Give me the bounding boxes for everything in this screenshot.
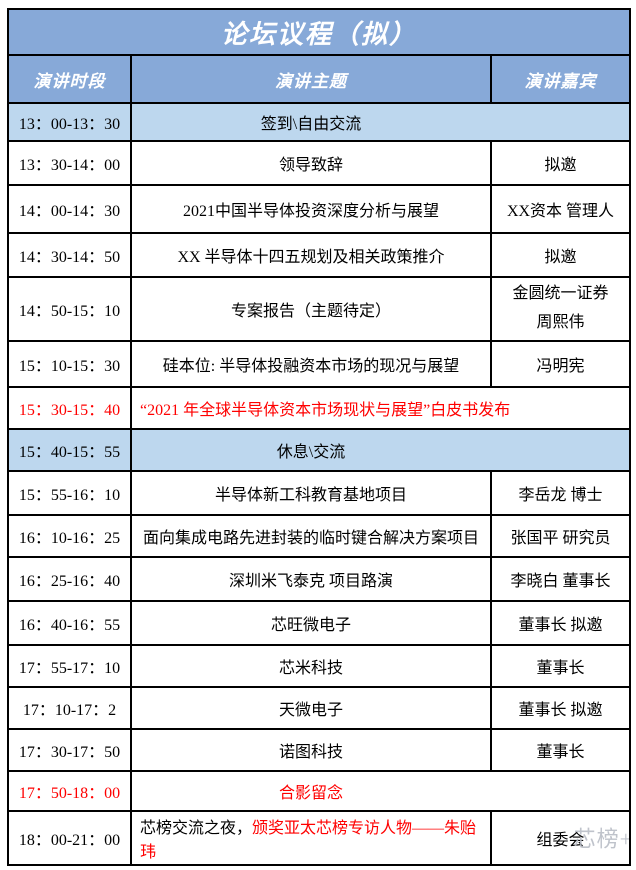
time-cell: 17：55-17：10 (7, 643, 132, 688)
topic-cell: 面向集成电路先进封装的临时键合解决方案项目 (130, 513, 492, 558)
time-cell: 15：55-16：10 (7, 469, 132, 516)
merged-topic-cell: 合影留念 (130, 769, 631, 812)
time-cell: 16：40-16：55 (7, 599, 132, 646)
table-row: 15：55-16：10 半导体新工科教育基地项目 李岳龙 博士 (7, 469, 631, 516)
guest-cell: 金圆统一证券 周熙伟 (490, 276, 631, 342)
topic-cell: XX 半导体十四五规划及相关政策推介 (130, 232, 492, 278)
topic-cell: 领导致辞 (130, 140, 492, 186)
time-cell: 15：40-15：55 (7, 427, 132, 472)
topic-cell: 深圳米飞泰克 项目路演 (130, 555, 492, 602)
merged-topic-cell: “2021 年全球半导体资本市场现状与展望”白皮书发布 (130, 385, 631, 430)
topic-cell: 芯旺微电子 (130, 599, 492, 646)
table-row: 16：40-16：55 芯旺微电子 董事长 拟邀 (7, 599, 631, 646)
time-cell: 14：00-14：30 (7, 184, 132, 234)
guest-cell: 拟邀 (490, 232, 631, 278)
time-cell: 13：30-14：00 (7, 140, 132, 186)
guest-line: 金圆统一证券 (512, 285, 609, 302)
topic-cell: 专案报告（主题待定） (130, 276, 492, 342)
table-row: 14：00-14：30 2021中国半导体投资深度分析与展望 XX资本 管理人 (7, 184, 631, 234)
topic-segment: 芯榜交流之夜， (140, 819, 253, 837)
time-cell: 16：25-16：40 (7, 555, 132, 602)
agenda-rows: 13：00-13：30 签到\自由交流 13：30-14：00 领导致辞 拟邀 14：00… (7, 102, 631, 866)
table-row: 13：00-13：30 签到\自由交流 (7, 102, 631, 142)
page-title: 论坛议程（拟） (7, 8, 631, 56)
topic-cell: 硅本位: 半导体投融资本市场的现况与展望 (130, 339, 492, 388)
time-cell: 17：30-17：50 (7, 727, 132, 772)
guest-cell: 董事长 (490, 727, 631, 772)
table-row: 15：30-15：40 “2021 年全球半导体资本市场现状与展望”白皮书发布 (7, 385, 631, 430)
column-header-row: 演讲时段 演讲主题 演讲嘉宾 (7, 54, 631, 104)
table-row: 15：10-15：30 硅本位: 半导体投融资本市场的现况与展望 冯明宪 (7, 339, 631, 388)
col-header-time: 演讲时段 (7, 54, 132, 104)
table-row: 14：50-15：10 专案报告（主题待定） 金圆统一证券 周熙伟 (7, 276, 631, 342)
guest-cell: 冯明宪 (490, 339, 631, 388)
guest-cell: 张国平 研究员 (490, 513, 631, 558)
time-cell: 14：30-14：50 (7, 232, 132, 278)
topic-cell: 半导体新工科教育基地项目 (130, 469, 492, 516)
table-row: 14：30-14：50 XX 半导体十四五规划及相关政策推介 拟邀 (7, 232, 631, 278)
topic-cell: 芯榜交流之夜，颁奖亚太芯榜专访人物——朱贻玮 (130, 809, 492, 866)
table-row: 18：00-21：00 芯榜交流之夜，颁奖亚太芯榜专访人物——朱贻玮 组委会 芯榜+ (7, 809, 631, 866)
table-row: 16：25-16：40 深圳米飞泰克 项目路演 李晓白 董事长 (7, 555, 631, 602)
watermark-xinbang: 芯榜+ (573, 825, 630, 851)
col-header-guest: 演讲嘉宾 (490, 54, 631, 104)
guest-cell: 拟邀 (490, 140, 631, 186)
guest-line: 周熙伟 (536, 313, 585, 331)
table-row: 17：55-17：10 芯米科技 董事长 (7, 643, 631, 688)
agenda-table: 论坛议程（拟） 演讲时段 演讲主题 演讲嘉宾 13：00-13：30 签到\自由交… (7, 8, 631, 866)
title-row: 论坛议程（拟） (7, 8, 631, 56)
time-cell: 16：10-16：25 (7, 513, 132, 558)
table-row: 13：30-14：00 领导致辞 拟邀 (7, 140, 631, 186)
topic-cell: 诺图科技 (130, 727, 492, 772)
guest-cell: 董事长 (490, 643, 631, 688)
table-row: 17：10-17：2 天微电子 董事长 拟邀 (7, 685, 631, 730)
table-row: 17：50-18：00 合影留念 (7, 769, 631, 812)
time-cell: 13：00-13：30 (7, 102, 132, 142)
table-row: 15：40-15：55 休息\交流 (7, 427, 631, 472)
time-cell: 17：10-17：2 (7, 685, 132, 730)
guest-cell: XX资本 管理人 (490, 184, 631, 234)
guest-cell: 董事长 拟邀 (490, 599, 631, 646)
merged-topic-cell: 休息\交流 (130, 427, 631, 472)
col-header-topic: 演讲主题 (130, 54, 492, 104)
table-row: 17：30-17：50 诺图科技 董事长 (7, 727, 631, 772)
topic-cell: 2021中国半导体投资深度分析与展望 (130, 184, 492, 234)
topic-cell: 天微电子 (130, 685, 492, 730)
time-cell: 15：10-15：30 (7, 339, 132, 388)
guest-cell: 李岳龙 博士 (490, 469, 631, 516)
time-cell: 18：00-21：00 (7, 809, 132, 866)
time-cell: 15：30-15：40 (7, 385, 132, 430)
guest-cell: 董事长 拟邀 (490, 685, 631, 730)
time-cell: 17：50-18：00 (7, 769, 132, 812)
guest-cell: 李晓白 董事长 (490, 555, 631, 602)
time-cell: 14：50-15：10 (7, 276, 132, 342)
topic-cell: 芯米科技 (130, 643, 492, 688)
merged-topic-cell: 签到\自由交流 (130, 102, 631, 142)
table-row: 16：10-16：25 面向集成电路先进封装的临时键合解决方案项目 张国平 研究员 (7, 513, 631, 558)
guest-cell: 组委会 芯榜+ (490, 809, 631, 866)
